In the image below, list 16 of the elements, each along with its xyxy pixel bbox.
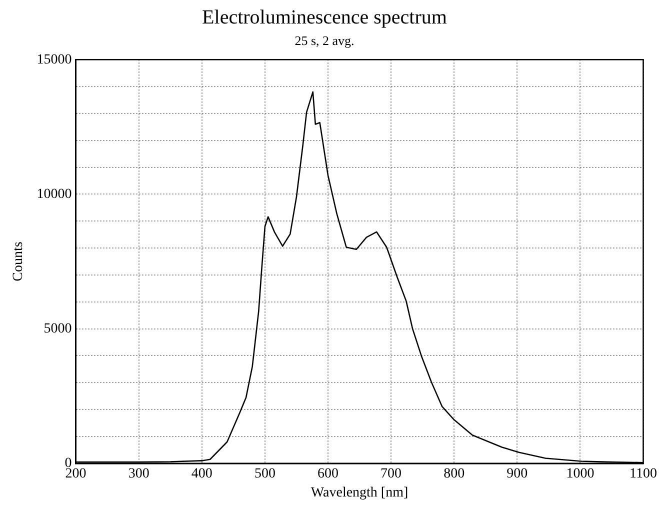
y-axis-title: Counts bbox=[11, 242, 26, 282]
x-axis-title: Wavelength [nm] bbox=[310, 485, 408, 500]
chart-subtitle: 25 s, 2 avg. bbox=[294, 33, 354, 48]
x-tick-label: 500 bbox=[254, 466, 276, 482]
y-tick-label: 5000 bbox=[44, 321, 72, 336]
chart-title: Electroluminescence spectrum bbox=[202, 6, 448, 28]
y-tick-label: 15000 bbox=[36, 52, 72, 68]
x-tick-label: 300 bbox=[128, 466, 150, 482]
x-tick-label: 600 bbox=[318, 466, 339, 482]
x-tick-label: 1000 bbox=[566, 466, 594, 482]
x-tick-label: 700 bbox=[380, 466, 402, 482]
x-tick-label: 900 bbox=[506, 466, 528, 482]
x-tick-label: 400 bbox=[191, 466, 212, 482]
x-tick-label: 1100 bbox=[630, 466, 657, 482]
x-tick-label: 800 bbox=[444, 466, 465, 482]
y-tick-label: 10000 bbox=[36, 186, 72, 202]
